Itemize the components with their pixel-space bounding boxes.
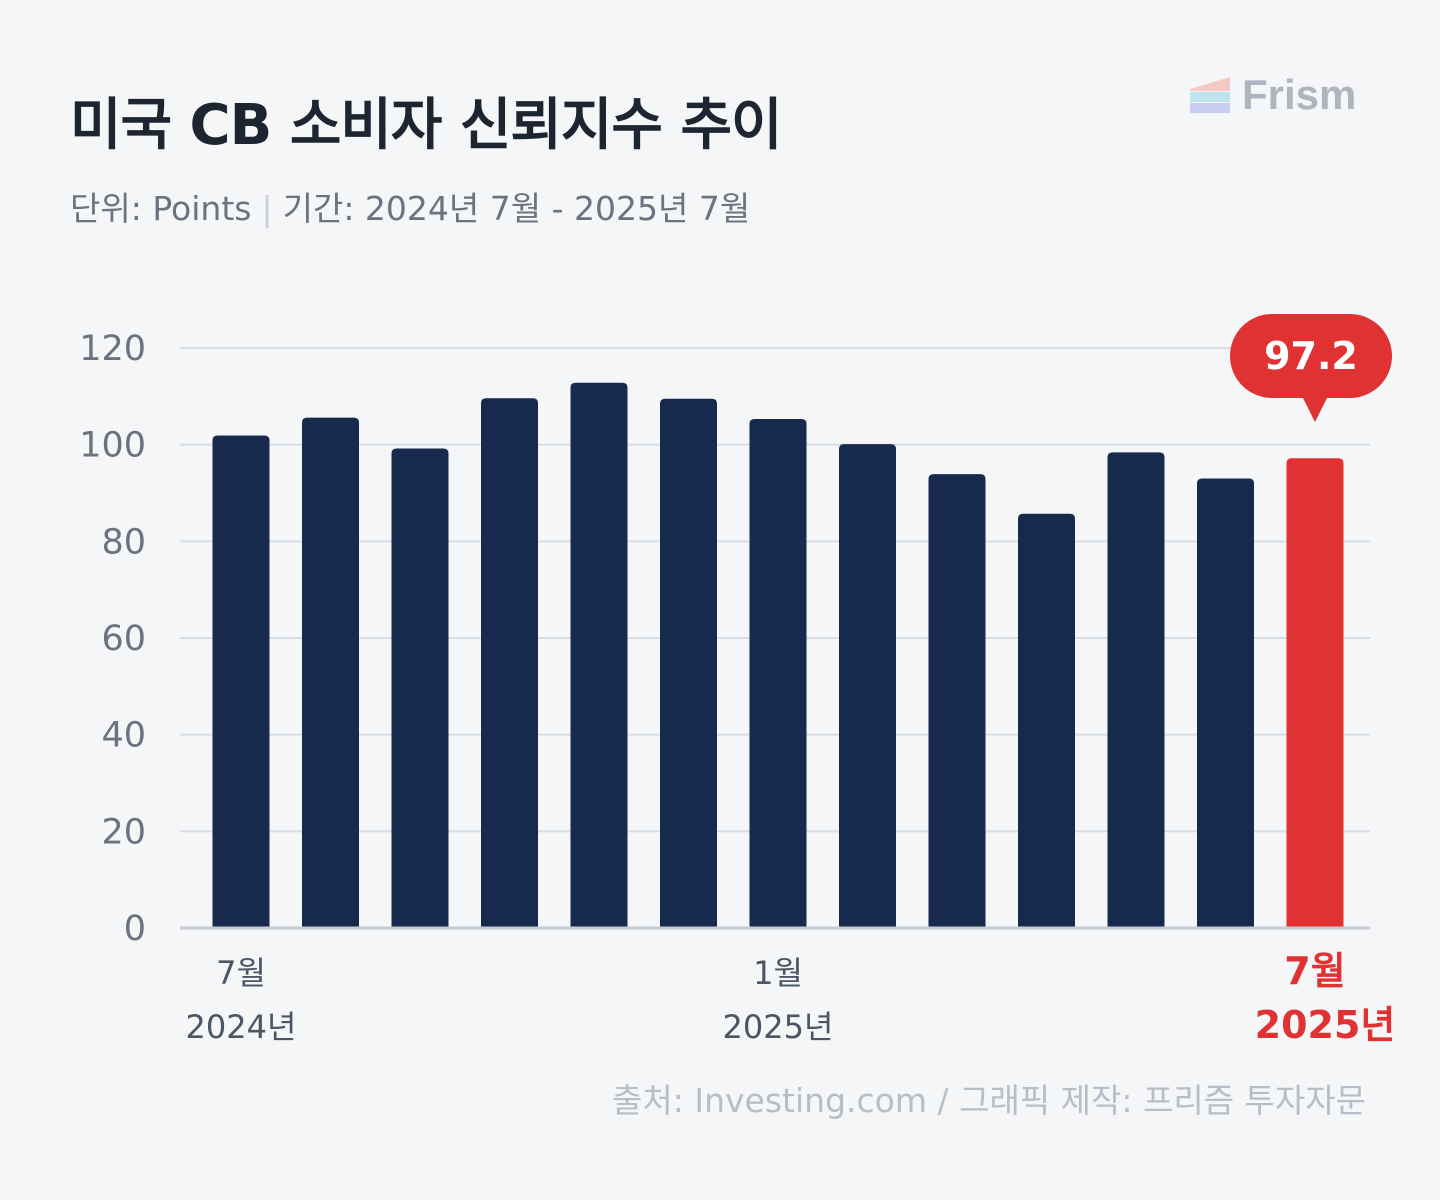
bar <box>212 435 270 928</box>
x-tick-year: 2024년 <box>186 1008 297 1046</box>
x-tick-year: 2025년 <box>723 1008 834 1046</box>
source-credit: 출처: Investing.com / 그래픽 제작: 프리즘 투자자문 <box>612 1081 1366 1120</box>
x-tick-month: 7월 <box>1284 949 1345 993</box>
bar <box>749 419 807 928</box>
bar-highlight <box>1286 458 1344 928</box>
period-label: 기간: 2024년 7월 - 2025년 7월 <box>282 189 751 228</box>
value-callout <box>1230 314 1392 422</box>
frism-logo: Frism <box>1190 70 1356 120</box>
y-tick-label: 100 <box>79 426 146 466</box>
x-tick-year: 2025년 <box>1255 1003 1396 1047</box>
bar <box>570 382 628 928</box>
bar <box>839 444 896 928</box>
subtitle-separator: | <box>261 189 273 228</box>
bar <box>928 474 986 928</box>
frism-logo-icon <box>1190 77 1230 113</box>
bar <box>481 398 538 928</box>
y-tick-label: 40 <box>101 716 146 756</box>
bar <box>302 417 359 928</box>
x-tick-month: 7월 <box>216 954 266 992</box>
unit-label: 단위: Points <box>70 189 252 228</box>
bar <box>660 398 717 928</box>
y-tick-label: 80 <box>101 522 146 562</box>
y-tick-label: 0 <box>124 909 146 949</box>
y-tick-label: 120 <box>79 329 146 369</box>
chart-subtitle: 단위: Points | 기간: 2024년 7월 - 2025년 7월 <box>70 182 750 230</box>
chart-title: 미국 CB 소비자 신뢰지수 추이 <box>70 93 782 158</box>
bar-chart: 0 20 40 60 80 100 120 7월 2024년 1월 2025년 7월 2025년 97.2 <box>79 314 1396 1047</box>
bar <box>1018 513 1075 928</box>
x-tick-month: 1월 <box>753 954 803 992</box>
y-tick-label: 60 <box>101 619 146 659</box>
y-tick-label: 20 <box>101 812 146 852</box>
bar <box>1197 478 1254 928</box>
bar <box>391 448 449 928</box>
value-callout-label: 97.2 <box>1264 334 1358 378</box>
bar <box>1107 452 1165 928</box>
logo-text: Frism <box>1242 71 1357 118</box>
